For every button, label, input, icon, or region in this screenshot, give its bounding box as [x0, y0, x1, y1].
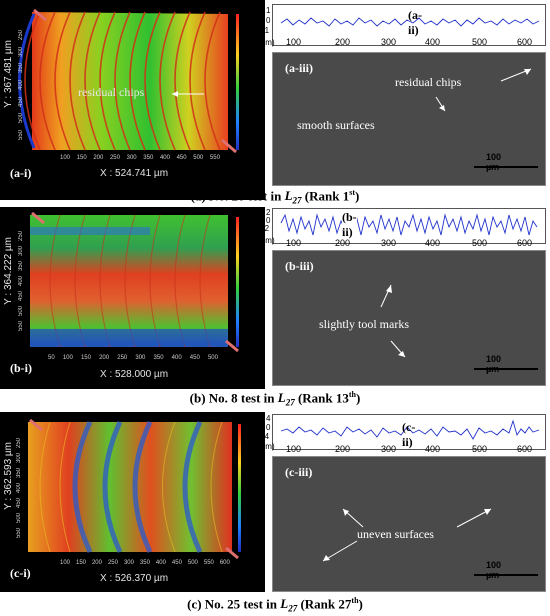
sem-a-scale-bar	[474, 166, 538, 168]
map-b-y-ticks: 550 500 450 400 350 300 250	[18, 231, 24, 331]
height-map-b: 550 500 450 400 350 300 250 Y : 364.222 µm …	[0, 207, 265, 389]
sem-a-arrows-icon	[435, 68, 532, 112]
map-a-y-ticks: 550 500 450 400 350 300 250	[18, 30, 24, 140]
height-map-c-image	[28, 418, 241, 560]
map-c-x-ticks: 100 150 200 250 300 350 400 450 500 550 600	[60, 560, 230, 566]
sem-b-annotation-marks: slightly tool marks	[319, 317, 409, 331]
height-map-a: 550 500 450 400 350 300 250 Y : 367.481 µm …	[0, 0, 265, 200]
sem-c-annotation-uneven: uneven surfaces	[357, 527, 434, 541]
profile-b	[272, 208, 546, 244]
height-map-a-image	[18, 8, 239, 154]
sem-a-label: (a-iii)	[285, 61, 313, 75]
profile-c	[272, 414, 546, 450]
profile-a-label: (a-ii)	[408, 8, 422, 37]
map-b-y-measure: Y : 364.222 µm	[3, 237, 14, 305]
sem-c-scale-label: 100 µm	[486, 560, 502, 580]
map-c-y-ticks: 550 500 450 400 350 300 250	[16, 438, 22, 538]
map-b-x-ticks: 50 100 150 200 250 300 350 400 450 500	[48, 355, 218, 361]
sem-c-label: (c-iii)	[285, 465, 313, 479]
map-a-x-measure: X : 524.741 µm	[100, 168, 169, 179]
sem-a-annotation-smooth: smooth surfaces	[297, 118, 375, 132]
profile-a-curve	[280, 17, 540, 27]
map-a-arrow-icon	[172, 91, 204, 97]
sem-b-label: (b-iii)	[285, 259, 314, 273]
map-a-label: (a-i)	[10, 166, 32, 180]
sem-c-arrows-icon	[322, 508, 492, 562]
height-map-b-image	[30, 211, 239, 353]
map-b-label: (b-i)	[10, 361, 32, 375]
profile-b-curve	[280, 213, 538, 236]
profile-b-label: (b-ii)	[342, 210, 357, 240]
profile-a-unit: (µm)	[258, 38, 275, 47]
caption-b: (b) No. 8 test in L27 (Rank 13th)	[189, 390, 361, 408]
profile-a	[272, 4, 546, 46]
map-c-y-measure: Y : 362.593 µm	[3, 442, 14, 510]
map-a-annotation: residual chips	[78, 85, 145, 99]
sem-b-arrows-icon	[380, 284, 406, 358]
sem-b-scale-label: 100 µm	[486, 354, 502, 374]
map-b-x-measure: X : 528.000 µm	[100, 369, 169, 380]
map-c-x-measure: X : 526.370 µm	[100, 573, 169, 584]
sem-c: (c-iii) uneven surfaces	[272, 456, 546, 592]
sem-b-scale-bar	[474, 368, 538, 370]
map-a-x-ticks: 100 150 200 250 300 350 400 450 500 550	[60, 155, 220, 161]
sem-a-annotation-chips: residual chips	[395, 75, 462, 89]
profile-b-unit: (µm)	[258, 236, 275, 245]
map-c-label: (c-i)	[10, 566, 31, 580]
caption-a: (a) No. 20 test in L27 (Rank 1st)	[190, 188, 360, 206]
profile-c-label: (c-ii)	[402, 420, 416, 449]
profile-c-unit: (µm)	[258, 442, 275, 451]
profile-c-curve	[280, 419, 540, 440]
sem-a-scale-label: 100 µm	[486, 152, 502, 172]
map-a-y-measure: Y : 367.481 µm	[3, 40, 14, 108]
height-map-c: 550 500 450 400 350 300 250 Y : 362.593 µm …	[0, 412, 265, 592]
sem-a: (a-iii) residual chips smooth surfaces	[272, 52, 546, 186]
caption-c: (c) No. 25 test in L27 (Rank 27th)	[187, 596, 363, 614]
sem-c-scale-bar	[474, 574, 538, 576]
sem-b: (b-iii) slightly tool marks	[272, 250, 546, 386]
